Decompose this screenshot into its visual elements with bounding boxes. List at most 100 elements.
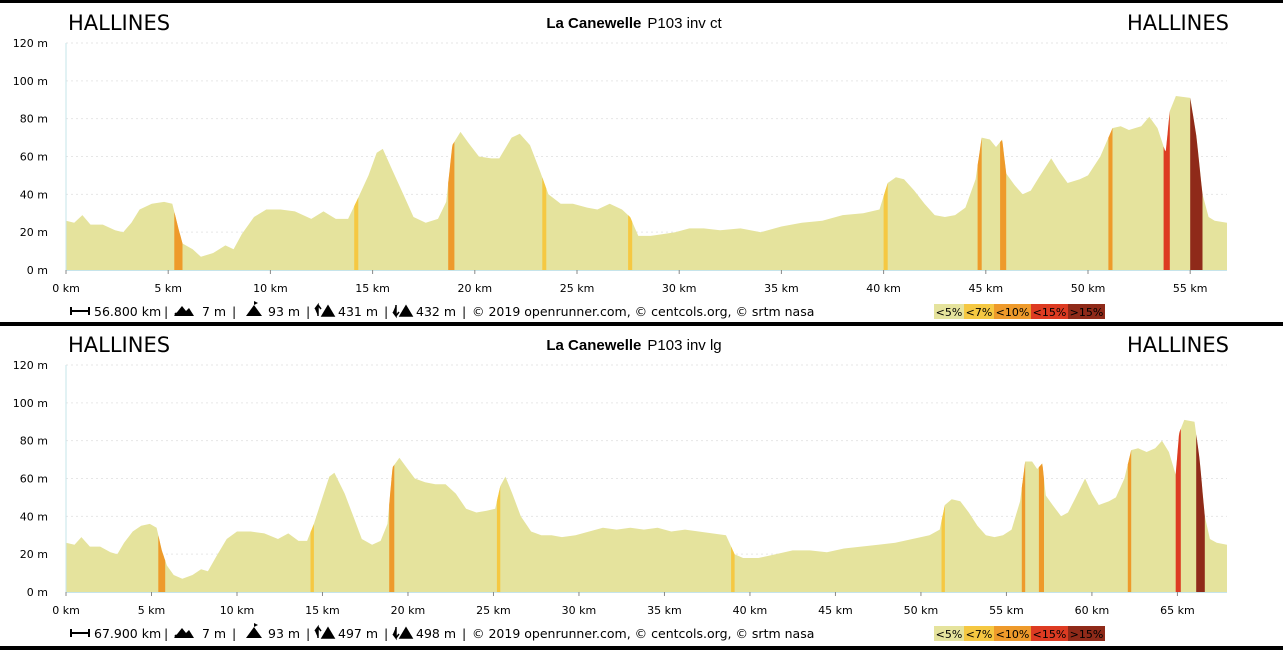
chart-title-rest: P103 inv lg	[647, 337, 721, 354]
stat-ascent: 497 m	[338, 626, 378, 641]
x-tick-label: 25 km	[560, 282, 595, 295]
x-tick-label: 50 km	[904, 604, 939, 617]
top-border-rule	[0, 0, 1283, 3]
stat-separator: |	[232, 626, 236, 641]
chart-title-bold: La Canewelle	[546, 337, 641, 354]
stat-separator: |	[384, 304, 388, 319]
y-tick-label: 80 m	[20, 113, 48, 126]
grade-band	[628, 215, 633, 270]
grade-band	[883, 183, 888, 270]
min-altitude-dot	[174, 312, 178, 316]
bottom-border-rule	[0, 646, 1283, 650]
legend-swatch	[1031, 304, 1068, 319]
max-altitude-icon	[246, 623, 262, 638]
grade-band	[1127, 450, 1132, 592]
x-tick-label: 20 km	[458, 282, 493, 295]
y-tick-label: 40 m	[20, 510, 48, 523]
stats-footer: 56.800 km | 7 m | 93 m | 431 m | 432 m | © 2019 op…	[70, 301, 814, 319]
x-tick-label: 5 km	[138, 604, 166, 617]
profile-panel: 0 m 20 m 40 m 60 m 80 m 100 m 120 m 0 km 5 km 10 …	[13, 333, 1229, 641]
x-tick-label: 10 km	[253, 282, 288, 295]
ascent-icon	[314, 624, 336, 639]
grade-band	[354, 197, 359, 270]
x-tick-label: 30 km	[662, 282, 697, 295]
end-location-label: HALLINES	[1127, 333, 1229, 357]
grade-band	[1175, 428, 1181, 592]
x-tick-label: 30 km	[562, 604, 597, 617]
stat-separator: |	[306, 304, 310, 319]
grade-band	[1038, 463, 1044, 592]
grade-band	[1000, 140, 1007, 270]
stat-separator: |	[164, 304, 168, 319]
stat-separator: |	[462, 304, 466, 319]
x-tick-label: 5 km	[154, 282, 182, 295]
grade-band	[941, 505, 945, 592]
credits-text: © 2019 openrunner.com, © centcols.org, ©…	[472, 304, 814, 319]
x-tick-label: 15 km	[305, 604, 340, 617]
stat-min-altitude: 7 m	[202, 626, 226, 641]
grade-band	[1108, 128, 1113, 270]
legend-swatch	[964, 304, 994, 319]
x-tick-label: 20 km	[391, 604, 426, 617]
chart-title-bold: La Canewelle	[546, 15, 641, 32]
grade-band	[158, 535, 166, 592]
grade-band	[731, 546, 735, 592]
stat-distance: 67.900 km	[94, 626, 161, 641]
distance-icon	[70, 629, 90, 637]
legend-label: <15%	[1033, 306, 1067, 319]
chart-title-rest: P103 inv ct	[647, 15, 722, 32]
y-tick-label: 40 m	[20, 188, 48, 201]
stat-min-altitude: 7 m	[202, 304, 226, 319]
x-tick-label: 65 km	[1160, 604, 1195, 617]
y-tick-label: 100 m	[13, 397, 48, 410]
grade-band	[310, 523, 314, 592]
x-tick-label: 0 km	[52, 282, 80, 295]
min-altitude-icon	[174, 306, 194, 316]
grade-band	[389, 464, 395, 592]
grade-band	[1196, 434, 1205, 592]
min-altitude-icon	[174, 628, 194, 638]
x-tick-label: 55 km	[989, 604, 1024, 617]
legend-label: <5%	[936, 306, 963, 319]
x-tick-label: 40 km	[866, 282, 901, 295]
grade-band	[496, 486, 501, 592]
stat-separator: |	[384, 626, 388, 641]
stat-separator: |	[164, 626, 168, 641]
x-tick-label: 55 km	[1173, 282, 1208, 295]
x-tick-label: 25 km	[476, 604, 511, 617]
y-tick-label: 100 m	[13, 75, 48, 88]
stat-separator: |	[462, 626, 466, 641]
x-tick-label: 35 km	[647, 604, 682, 617]
min-altitude-dot	[174, 634, 178, 638]
legend-swatch	[1031, 626, 1068, 641]
grade-band	[977, 137, 982, 270]
chart-title: La Canewelle P103 inv lg	[546, 337, 721, 354]
y-tick-label: 120 m	[13, 359, 48, 372]
grade-band	[542, 177, 547, 270]
x-tick-label: 45 km	[818, 604, 853, 617]
stat-descent: 498 m	[416, 626, 456, 641]
elevation-area	[66, 419, 1227, 592]
distance-icon	[70, 307, 90, 315]
legend-swatch	[934, 304, 964, 319]
end-location-label: HALLINES	[1127, 11, 1229, 35]
x-tick-label: 10 km	[220, 604, 255, 617]
legend-label: <10%	[996, 628, 1030, 641]
y-tick-label: 120 m	[13, 37, 48, 50]
descent-icon	[392, 626, 414, 641]
legend-label: <15%	[1033, 628, 1067, 641]
grade-band	[448, 141, 455, 270]
legend-label: <10%	[996, 306, 1030, 319]
stat-max-altitude: 93 m	[268, 304, 300, 319]
stat-separator: |	[232, 304, 236, 319]
legend-swatch	[994, 304, 1031, 319]
x-tick-label: 35 km	[764, 282, 799, 295]
legend-label: >15%	[1070, 628, 1104, 641]
y-tick-label: 60 m	[20, 473, 48, 486]
x-tick-label: 60 km	[1075, 604, 1110, 617]
stat-separator: |	[306, 626, 310, 641]
legend-swatch	[964, 626, 994, 641]
x-tick-label: 15 km	[355, 282, 390, 295]
stats-footer: 67.900 km | 7 m | 93 m | 497 m | 498 m | © 2019 op…	[70, 623, 814, 641]
y-tick-label: 60 m	[20, 151, 48, 164]
